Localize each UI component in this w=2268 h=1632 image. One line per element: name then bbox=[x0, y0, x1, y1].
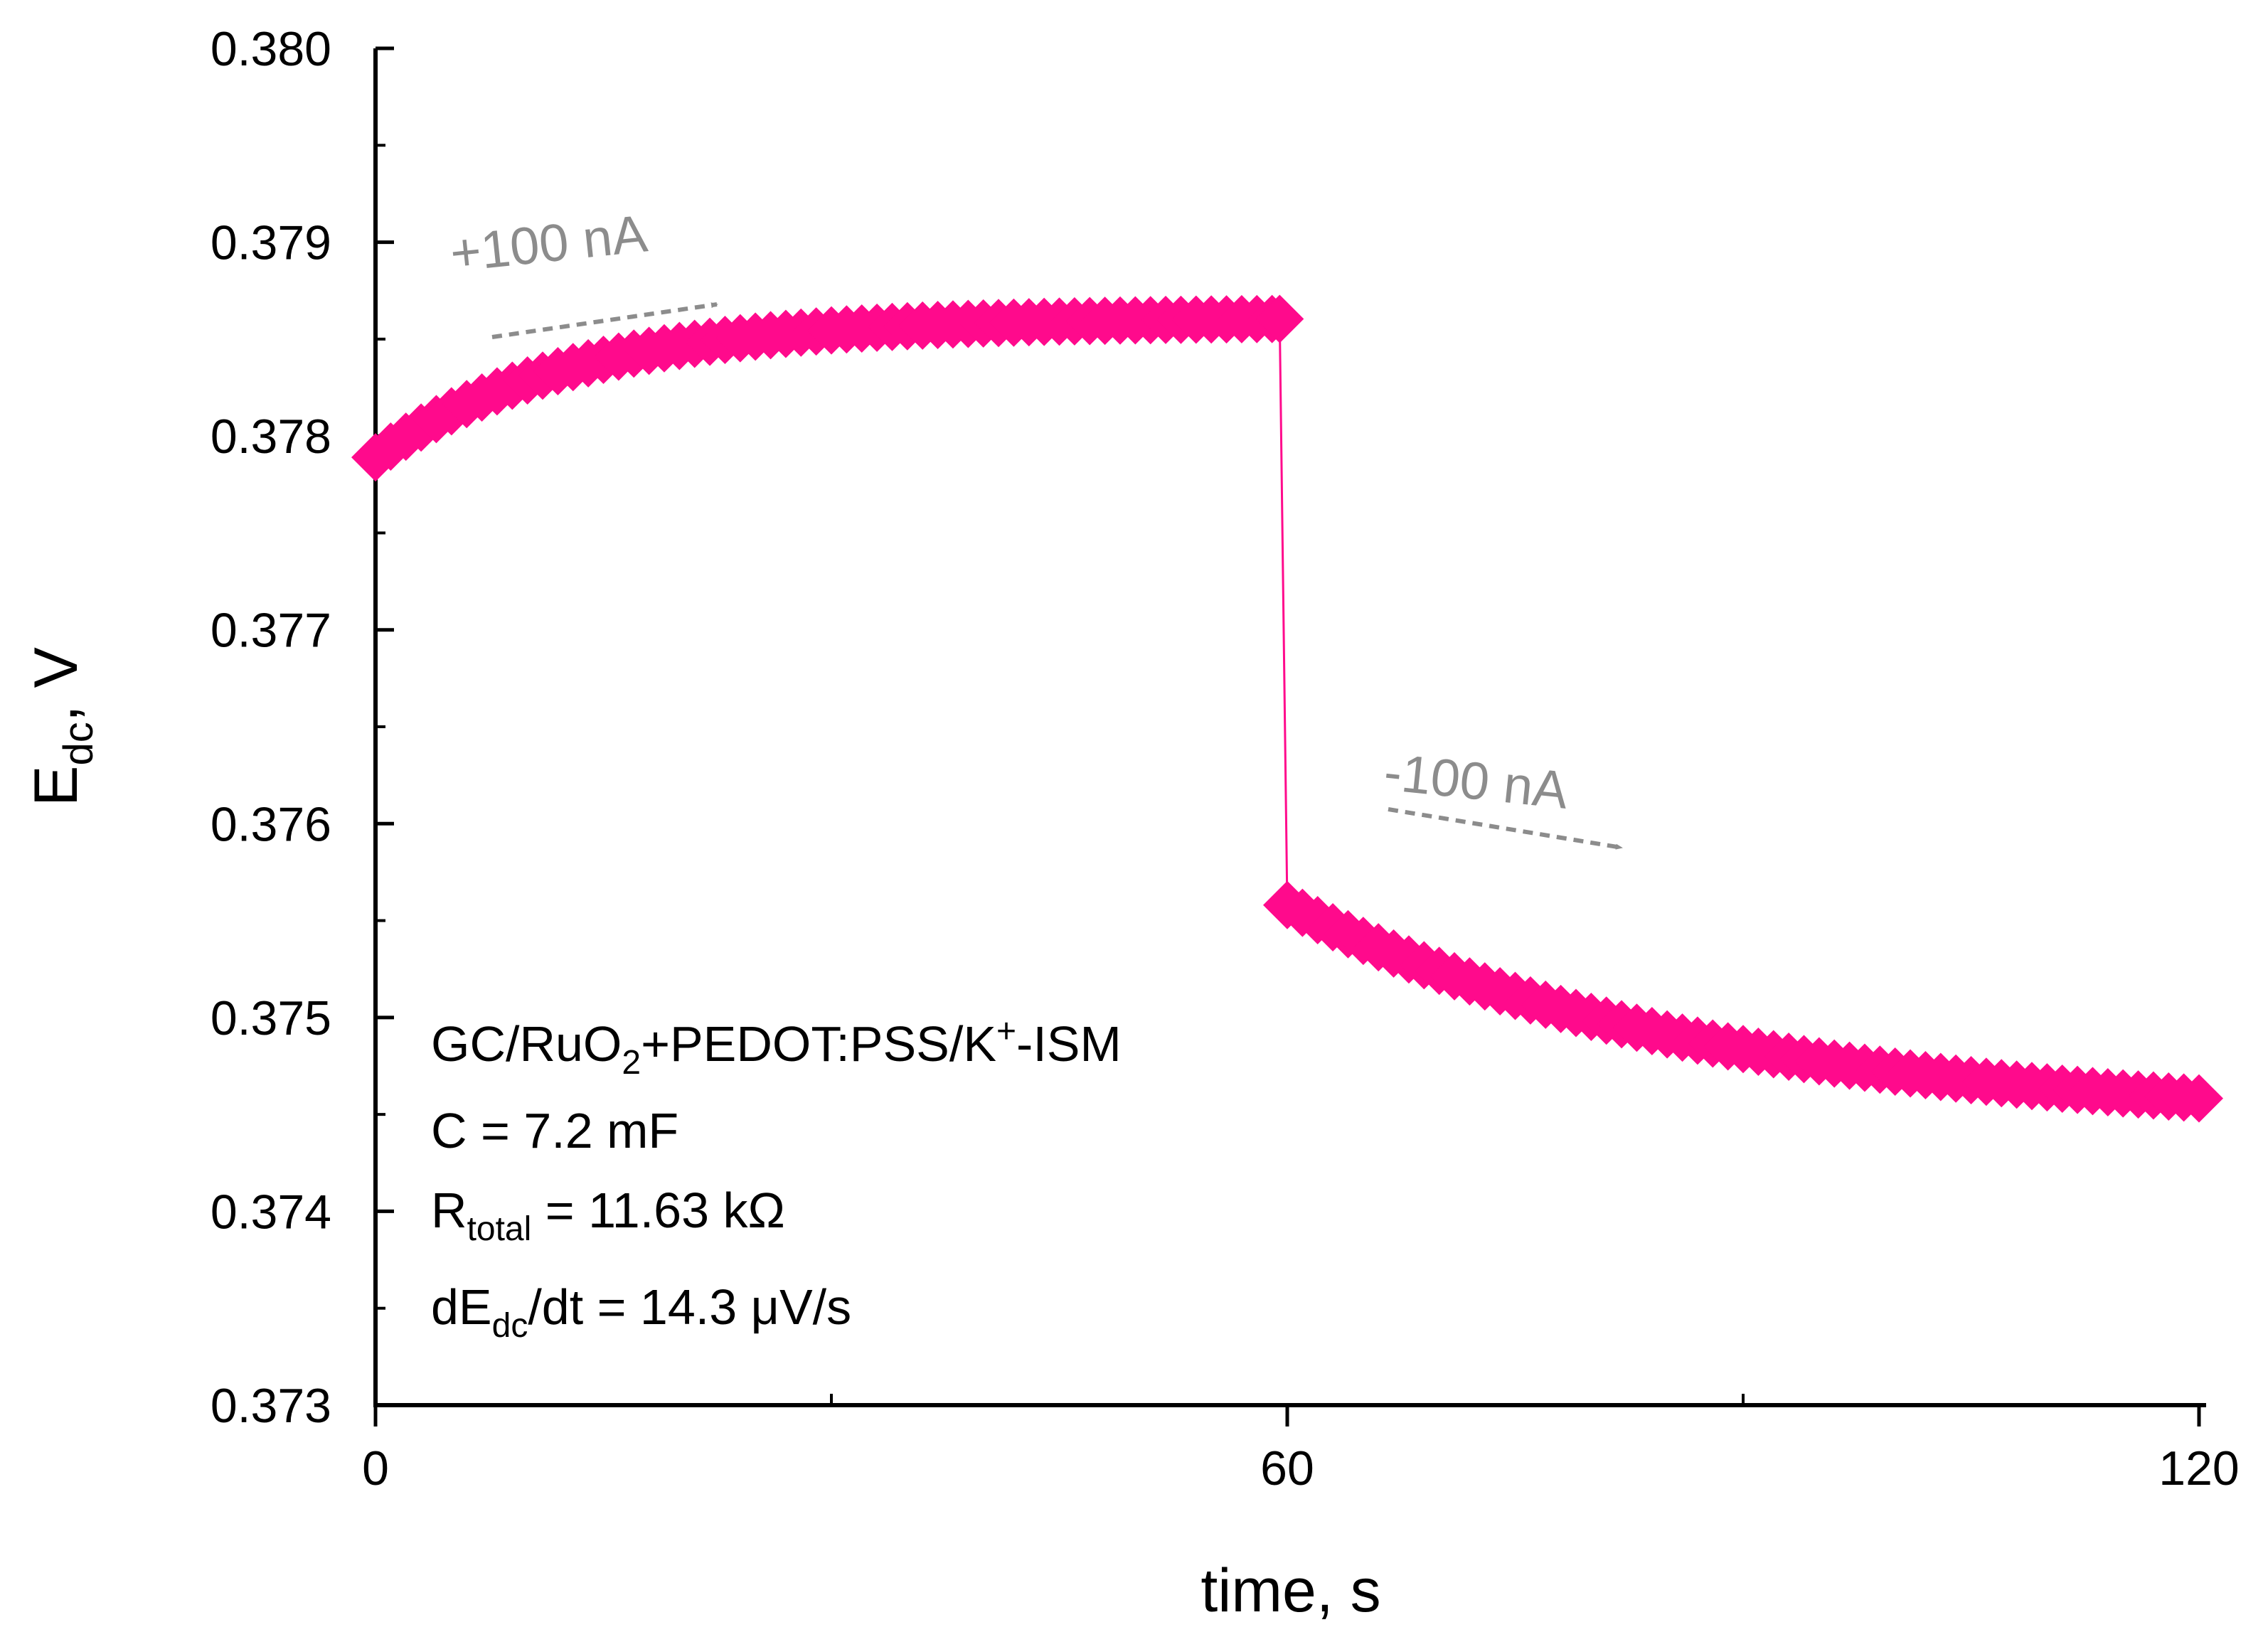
y-tick-label: 0.373 bbox=[211, 1379, 331, 1433]
data-point bbox=[1255, 294, 1304, 343]
y-tick-label: 0.378 bbox=[211, 410, 331, 464]
svg-text:Edc, V: Edc, V bbox=[22, 647, 102, 806]
y-ticks: 0.373 0.374 0.375 0.376 0.377 0.378 0.379 0.380 bbox=[211, 22, 394, 1433]
y-tick-label: 0.375 bbox=[211, 991, 331, 1045]
info-line-drift: dEdc/dt = 14.3 μV/s bbox=[431, 1279, 851, 1345]
annotation-plus-arrow bbox=[491, 302, 718, 339]
x-tick-label: 120 bbox=[2158, 1441, 2239, 1495]
series-layer bbox=[351, 294, 2223, 1123]
info-box: GC/RuO2+PEDOT:PSS/K+-ISM C = 7.2 mF Rtot… bbox=[431, 1013, 1122, 1345]
info-line-electrode: GC/RuO2+PEDOT:PSS/K+-ISM bbox=[431, 1013, 1122, 1082]
y-tick-label: 0.379 bbox=[211, 216, 331, 270]
series-line bbox=[375, 317, 2200, 1100]
x-tick-label: 0 bbox=[362, 1441, 389, 1495]
data-point bbox=[2175, 1074, 2223, 1123]
annotation-minus-current: -100 nA bbox=[1381, 742, 1623, 850]
y-axis-title-main: E bbox=[22, 766, 90, 806]
annotation-minus-label: -100 nA bbox=[1381, 742, 1571, 820]
y-axis-title-rest: , V bbox=[22, 647, 90, 722]
x-tick-label: 60 bbox=[1260, 1441, 1314, 1495]
info-line-resistance: Rtotal = 11.63 kΩ bbox=[431, 1183, 785, 1248]
x-axis-title: time, s bbox=[1200, 1557, 1380, 1625]
y-axis-title-sub: dc bbox=[55, 722, 102, 765]
annotation-minus-arrow bbox=[1388, 807, 1623, 850]
y-tick-label: 0.374 bbox=[211, 1185, 331, 1239]
annotation-plus-label: +100 nA bbox=[447, 203, 651, 283]
y-axis-title: Edc, V bbox=[22, 647, 102, 806]
y-tick-label: 0.377 bbox=[211, 604, 331, 658]
y-tick-label: 0.380 bbox=[211, 22, 331, 76]
annotation-plus-current: +100 nA bbox=[447, 203, 718, 339]
axes: 0.373 0.374 0.375 0.376 0.377 0.378 0.379 0.380… bbox=[211, 22, 2240, 1495]
x-ticks: 0 60 120 bbox=[362, 1394, 2240, 1495]
info-line-capacitance: C = 7.2 mF bbox=[431, 1103, 678, 1158]
y-tick-label: 0.376 bbox=[211, 797, 331, 851]
